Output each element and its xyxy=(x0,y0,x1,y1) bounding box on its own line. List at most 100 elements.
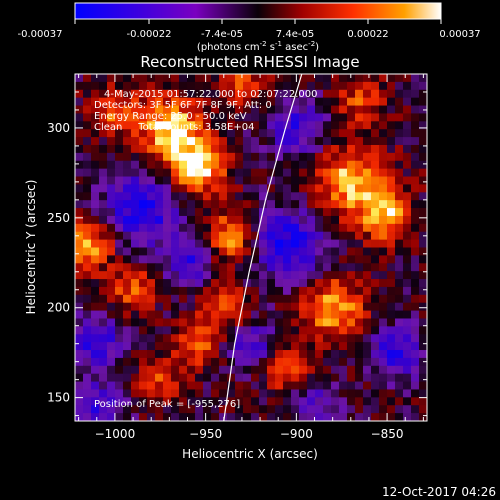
heatmap-cell xyxy=(171,381,180,391)
heatmap-cell xyxy=(115,413,124,421)
heatmap-cell xyxy=(203,389,212,398)
heatmap-cell xyxy=(315,381,324,391)
heatmap-cell xyxy=(219,152,228,162)
heatmap-cell xyxy=(171,74,180,83)
heatmap-cell xyxy=(147,357,156,367)
heatmap-cell xyxy=(139,121,148,130)
heatmap-cell xyxy=(395,302,404,312)
heatmap-cell xyxy=(411,81,420,91)
heatmap-cell xyxy=(171,342,180,351)
heatmap-cell xyxy=(75,208,84,217)
heatmap-cell xyxy=(83,413,92,421)
heatmap-cell xyxy=(163,350,172,359)
heatmap-cell xyxy=(227,105,236,115)
heatmap-cell xyxy=(371,263,380,272)
heatmap-cell xyxy=(307,286,316,296)
heatmap-cell xyxy=(315,271,324,280)
heatmap-cell xyxy=(171,89,180,99)
heatmap-cell xyxy=(235,192,244,201)
heatmap-cell xyxy=(91,208,100,217)
heatmap-cell xyxy=(267,310,276,320)
heatmap-cell xyxy=(331,200,340,209)
heatmap-cell xyxy=(275,129,284,138)
heatmap-cell xyxy=(387,200,396,209)
heatmap-cell xyxy=(83,231,92,241)
heatmap-cell xyxy=(75,160,84,170)
heatmap-cell xyxy=(307,373,316,383)
heatmap-cell xyxy=(307,405,316,414)
heatmap-cell xyxy=(323,334,332,343)
heatmap-cell xyxy=(347,263,356,272)
heatmap-cell xyxy=(419,397,427,406)
heatmap-cell xyxy=(211,81,220,91)
heatmap-cell xyxy=(163,310,172,320)
heatmap-cell xyxy=(379,318,388,327)
heatmap-cell xyxy=(283,286,292,296)
heatmap-cell xyxy=(139,208,148,217)
heatmap-cell xyxy=(267,365,276,375)
heatmap-cell xyxy=(195,184,204,193)
heatmap-cell xyxy=(323,381,332,391)
heatmap-cell xyxy=(387,105,396,115)
heatmap-cell xyxy=(155,318,164,327)
heatmap-cell xyxy=(171,81,180,91)
heatmap-cell xyxy=(187,160,196,170)
heatmap-cell xyxy=(123,81,132,91)
heatmap-cell xyxy=(307,231,316,241)
heatmap-cell xyxy=(115,184,124,193)
heatmap-cell xyxy=(115,144,124,154)
heatmap-cell xyxy=(227,342,236,351)
heatmap-cell xyxy=(291,294,300,304)
heatmap-cell xyxy=(155,184,164,193)
heatmap-cell xyxy=(203,129,212,138)
heatmap-cell xyxy=(83,97,92,107)
heatmap-cell xyxy=(283,113,292,122)
heatmap-cell xyxy=(315,184,324,193)
heatmap-cell xyxy=(411,357,420,367)
heatmap-cell xyxy=(211,97,220,107)
heatmap-cell xyxy=(307,105,316,115)
heatmap-cell xyxy=(99,263,108,272)
heatmap-cell xyxy=(291,160,300,170)
heatmap-cell xyxy=(331,105,340,115)
heatmap-cell xyxy=(203,97,212,107)
heatmap-cell xyxy=(123,208,132,217)
heatmap-cell xyxy=(403,105,412,115)
heatmap-cell xyxy=(411,168,420,178)
heatmap-cell xyxy=(179,263,188,272)
heatmap-cell xyxy=(195,255,204,264)
heatmap-cell xyxy=(363,176,372,186)
heatmap-cell xyxy=(75,397,84,406)
heatmap-cell xyxy=(299,342,308,351)
heatmap-cells xyxy=(75,74,427,421)
heatmap-cell xyxy=(251,97,260,107)
heatmap-cell xyxy=(291,357,300,367)
heatmap-cell xyxy=(379,89,388,99)
heatmap-cell xyxy=(123,255,132,264)
heatmap-cell xyxy=(347,286,356,296)
heatmap-cell xyxy=(179,350,188,359)
heatmap-cell xyxy=(315,200,324,209)
heatmap-cell xyxy=(403,247,412,256)
x-tick-label: −950 xyxy=(189,427,222,441)
heatmap-cell xyxy=(219,334,228,343)
heatmap-cell xyxy=(323,144,332,154)
heatmap-cell xyxy=(75,137,84,146)
heatmap-cell xyxy=(139,365,148,375)
heatmap-cell xyxy=(355,152,364,162)
heatmap-cell xyxy=(235,81,244,91)
heatmap-cell xyxy=(131,310,140,320)
heatmap-cell xyxy=(291,152,300,162)
heatmap-cell xyxy=(419,255,427,264)
heatmap-cell xyxy=(171,97,180,107)
heatmap-cell xyxy=(259,113,268,122)
plot-area xyxy=(75,74,427,421)
heatmap-cell xyxy=(395,184,404,193)
heatmap-cell xyxy=(419,81,427,91)
y-tick-label: 250 xyxy=(47,211,70,225)
heatmap-cell xyxy=(323,405,332,414)
heatmap-cell xyxy=(307,413,316,421)
heatmap-cell xyxy=(259,152,268,162)
heatmap-cell xyxy=(179,168,188,178)
heatmap-cell xyxy=(139,160,148,170)
